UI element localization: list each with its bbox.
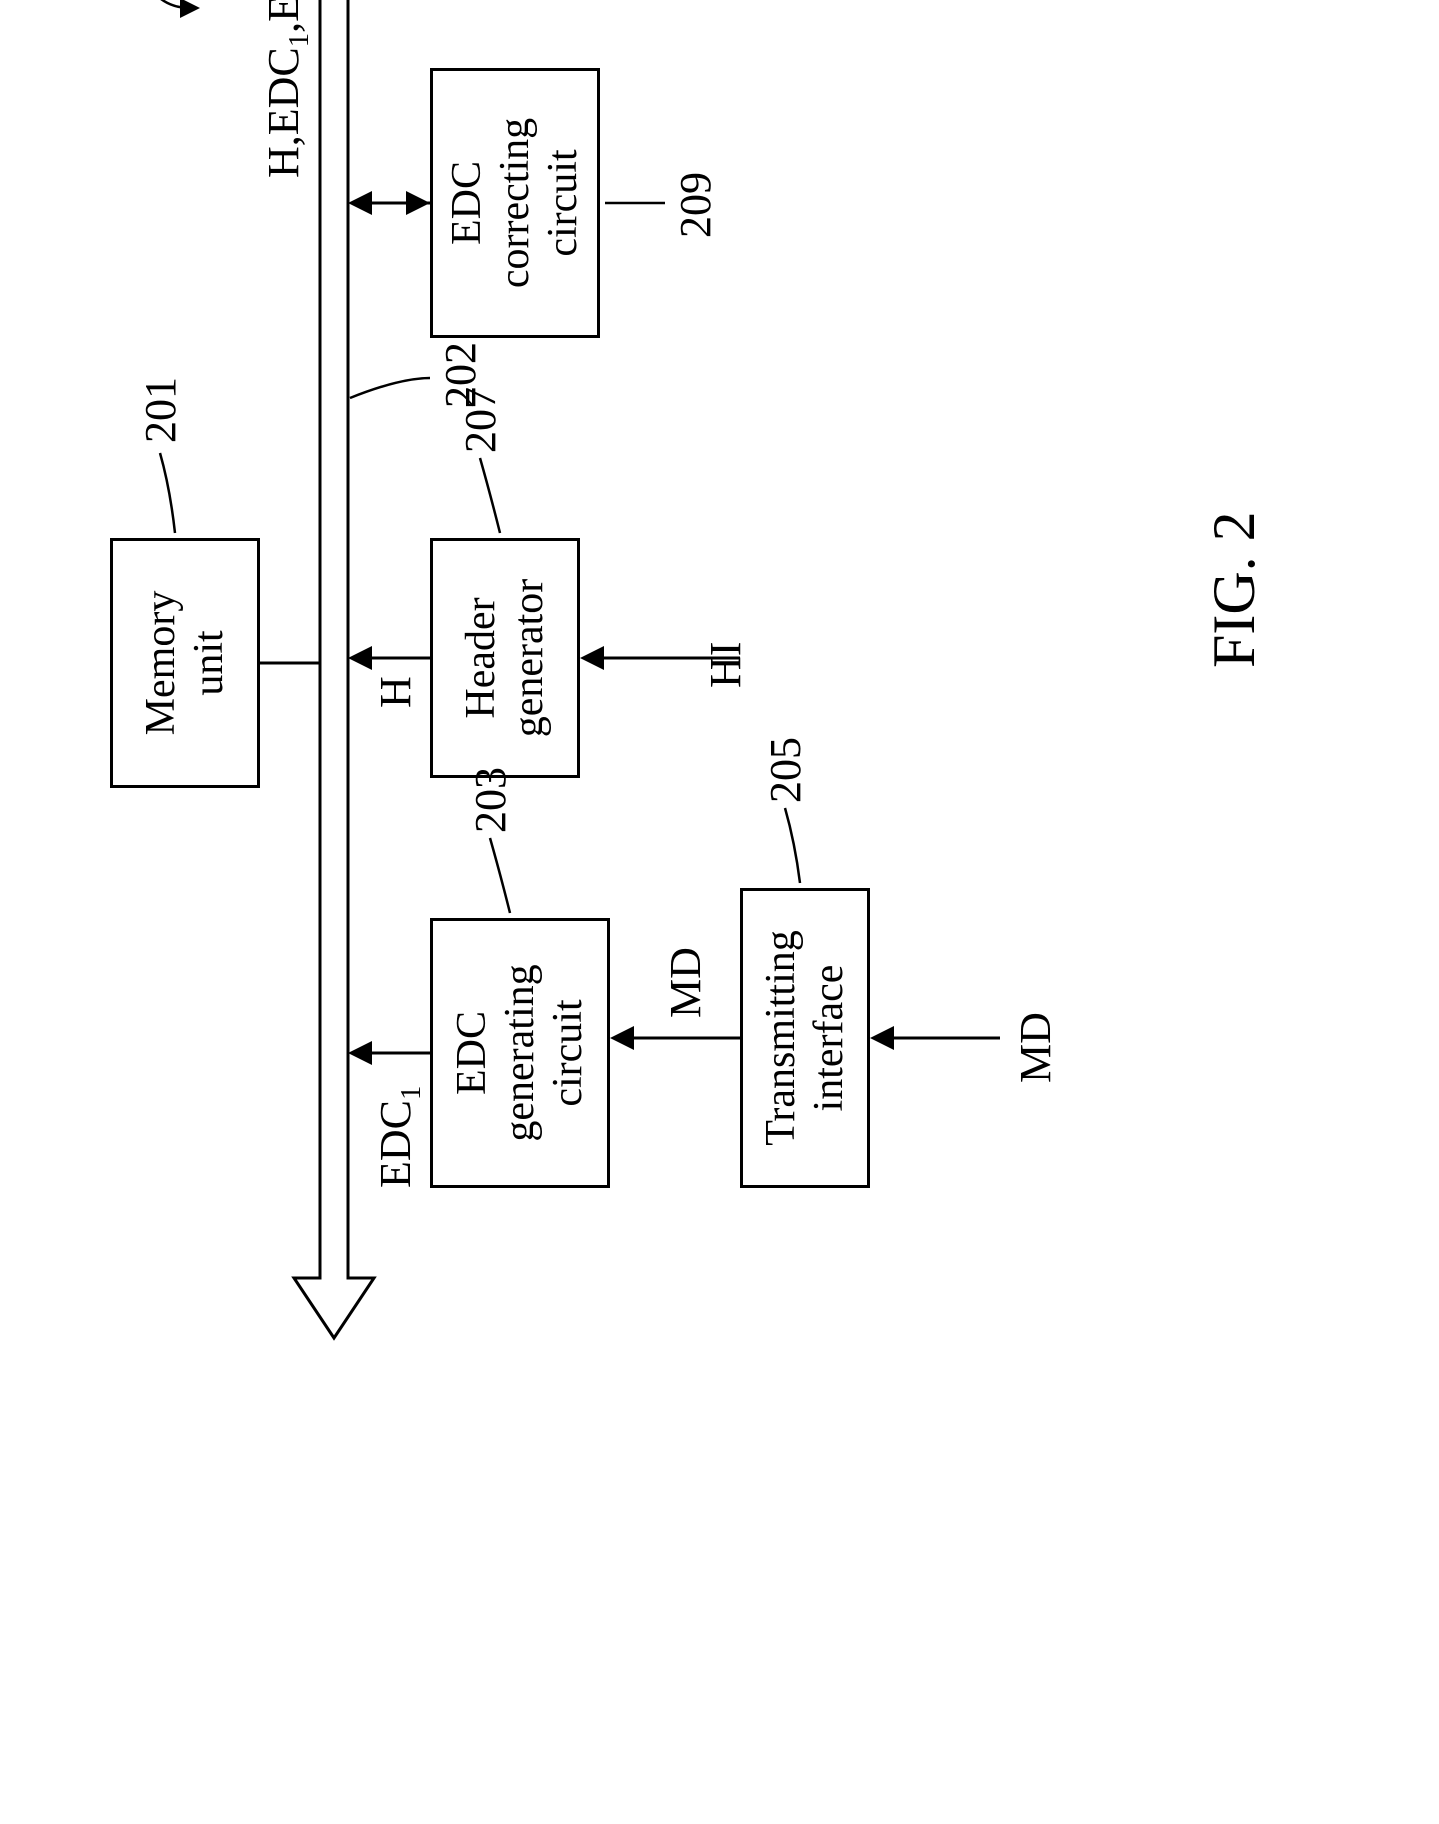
signal-h: H	[370, 676, 421, 708]
header-generator-block: Header generator	[430, 538, 580, 778]
tx-line1: Transmitting	[757, 930, 805, 1146]
tx-line2: interface	[805, 965, 853, 1112]
hdr-line1: Header	[457, 597, 505, 718]
edc-gen-line3: circuit	[544, 999, 592, 1106]
ref-203: 203	[465, 767, 516, 833]
ref-209: 209	[670, 172, 721, 238]
edc-corr-line2: correcting	[491, 118, 539, 288]
edc-corr-line3: circuit	[539, 149, 587, 256]
memory-line1: Memory	[137, 591, 185, 736]
signal-md-in: MD	[1010, 1012, 1061, 1083]
edc-correcting-block: EDC correcting circuit	[430, 68, 600, 338]
signal-hi: HI	[700, 642, 751, 688]
memory-line2: unit	[185, 630, 233, 695]
memory-unit-block: Memory unit	[110, 538, 260, 788]
hdr-line2: generator	[505, 579, 553, 738]
signal-md-mid: MD	[660, 947, 711, 1018]
edc-gen-line2: generating	[496, 964, 544, 1141]
signal-hedc: H,EDC1,EDC2	[258, 0, 316, 178]
ref-201: 201	[135, 377, 186, 443]
edc-generating-block: EDC generating circuit	[430, 918, 610, 1188]
transmitting-interface-block: Transmitting interface	[740, 888, 870, 1188]
signal-edc1: EDC1	[370, 1086, 428, 1188]
ref-207: 207	[455, 387, 506, 453]
ref-205: 205	[760, 737, 811, 803]
edc-gen-line1: EDC	[448, 1011, 496, 1095]
edc-corr-line1: EDC	[443, 161, 491, 245]
figure-label: FIG. 2	[1200, 511, 1269, 668]
